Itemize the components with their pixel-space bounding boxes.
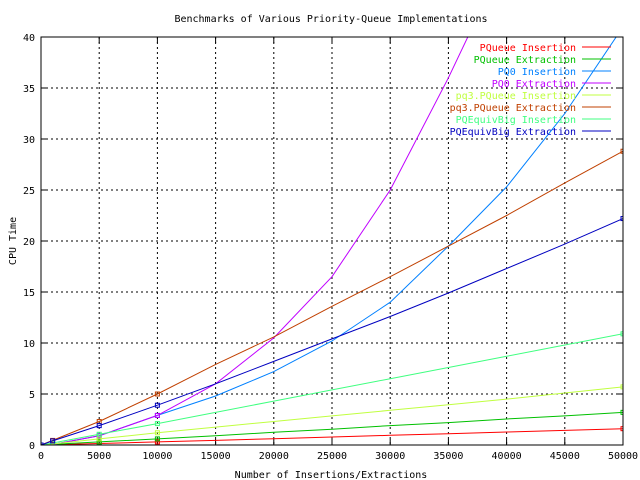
grid bbox=[41, 37, 623, 445]
y-tick-label: 5 bbox=[29, 390, 35, 401]
data-point bbox=[620, 216, 623, 222]
x-tick-label: 15000 bbox=[201, 451, 231, 462]
x-tick-label: 50000 bbox=[608, 451, 638, 462]
x-tick-label: 35000 bbox=[433, 451, 463, 462]
data-point bbox=[96, 423, 102, 429]
data-point bbox=[154, 436, 160, 442]
y-tick-label: 30 bbox=[23, 135, 35, 146]
x-tick-label: 0 bbox=[38, 451, 44, 462]
data-point bbox=[96, 431, 102, 437]
x-tick-label: 5000 bbox=[87, 451, 111, 462]
y-tick-label: 10 bbox=[23, 339, 35, 350]
x-tick-label: 30000 bbox=[375, 451, 405, 462]
data-point bbox=[620, 331, 623, 337]
series-line bbox=[41, 37, 469, 445]
x-tick-label: 25000 bbox=[317, 451, 347, 462]
data-point bbox=[96, 439, 102, 445]
y-tick-label: 25 bbox=[23, 186, 35, 197]
data-point bbox=[154, 391, 160, 397]
x-tick-label: 40000 bbox=[492, 451, 522, 462]
data-point bbox=[620, 426, 623, 432]
y-tick-label: 20 bbox=[23, 237, 35, 248]
legend-label: PQ0 Extraction bbox=[492, 79, 576, 90]
data-point bbox=[154, 421, 160, 427]
series-line bbox=[41, 150, 623, 445]
data-point bbox=[620, 409, 623, 415]
chart-title: Benchmarks of Various Priority-Queue Imp… bbox=[174, 14, 487, 25]
x-tick-label: 10000 bbox=[142, 451, 172, 462]
legend-label: PQueue Extraction bbox=[474, 55, 576, 66]
series-line bbox=[41, 428, 623, 445]
data-point bbox=[620, 148, 623, 154]
legend-label: PQueue Insertion bbox=[480, 43, 576, 54]
legend-label: pq3.PQueue Extraction bbox=[450, 103, 576, 114]
legend-label: PQEquivBig Extraction bbox=[450, 127, 576, 138]
series-line bbox=[41, 333, 623, 445]
data-point bbox=[154, 430, 160, 436]
data-point bbox=[154, 439, 160, 445]
data-point bbox=[50, 438, 56, 444]
data-point bbox=[621, 25, 625, 29]
series-line bbox=[41, 411, 623, 445]
x-axis-label: Number of Insertions/Extractions bbox=[235, 470, 428, 480]
series-group bbox=[41, 25, 625, 445]
y-tick-label: 15 bbox=[23, 288, 35, 299]
y-tick-label: 40 bbox=[23, 33, 35, 44]
series-line bbox=[41, 386, 623, 445]
plot-border bbox=[40, 36, 624, 446]
x-tick-label: 20000 bbox=[259, 451, 289, 462]
data-point bbox=[154, 402, 160, 408]
y-axis-label: CPU Time bbox=[8, 217, 19, 265]
data-point bbox=[96, 436, 102, 442]
y-tick-label: 35 bbox=[23, 84, 35, 95]
x-tick-label: 45000 bbox=[550, 451, 580, 462]
data-point bbox=[154, 412, 160, 418]
series-line bbox=[41, 218, 623, 445]
legend-label: PQ0 Insertion bbox=[498, 67, 576, 78]
y-tick-label: 0 bbox=[29, 441, 35, 452]
data-point bbox=[620, 384, 623, 390]
legend-label: pq3.PQueue Insertion bbox=[456, 91, 576, 102]
legend-label: PQEquivBig Insertion bbox=[456, 115, 576, 126]
